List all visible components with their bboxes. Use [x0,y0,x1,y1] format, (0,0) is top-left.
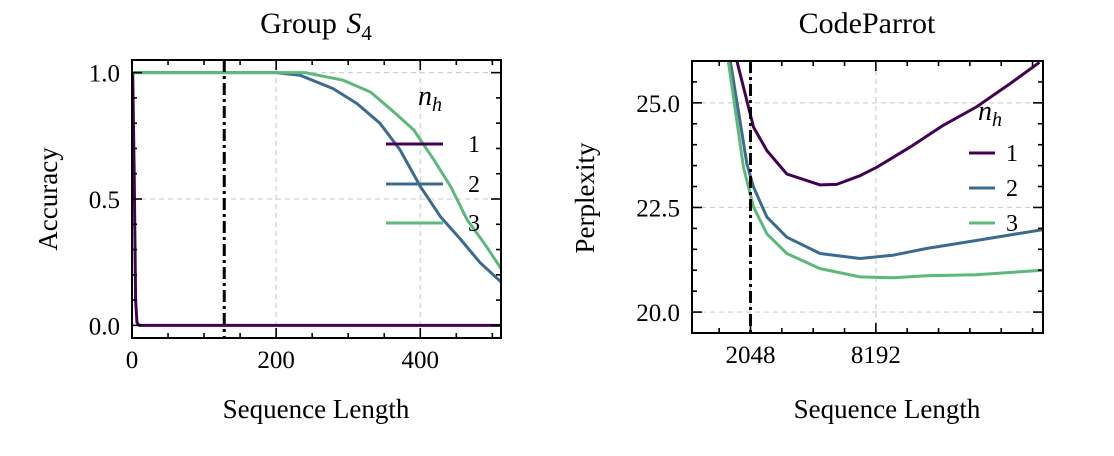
x-tick-label: 2048 [726,342,776,369]
y-tick-label: 1.0 [89,61,120,88]
legend-title: nh [418,81,442,116]
series-line-1 [735,61,1041,187]
chart-title: CodeParrot [799,7,936,40]
x-axis-label: Sequence Length [794,394,981,424]
legend-label-2: 2 [468,172,480,198]
chart-title: Group S4 [260,7,372,45]
legend-title-subscript: h [432,94,442,116]
legend-label-3: 3 [1006,211,1018,237]
x-tick-label: 8192 [851,342,901,369]
legend-label-3: 3 [468,211,480,237]
panel-codeparrot: CodeParrot Sequence Length Perplexity 20… [570,7,1044,424]
y-tick-label: 20.0 [636,300,680,327]
legend-title: nh [978,96,1002,131]
legend-label-2: 2 [1006,176,1018,202]
x-tick-label: 200 [257,347,295,374]
x-tick-label: 400 [402,347,440,374]
y-tick-label: 0.5 [89,187,120,214]
y-tick-label: 25.0 [636,91,680,118]
series-line-3 [132,71,501,270]
title-italic-s: S [346,7,361,40]
y-axis-label: Accuracy [33,147,63,251]
legend-label-1: 1 [1006,141,1018,167]
legend: nh1 2 3 [969,96,1018,237]
y-tick-label: 22.5 [636,195,680,222]
series-group [726,61,1043,333]
title-subscript: 4 [361,21,372,45]
x-axis-label: Sequence Length [223,394,410,424]
y-axis-label: Perplexity [570,142,600,253]
legend-title-subscript: h [992,109,1002,131]
series-line-2 [132,71,501,284]
y-tick-label: 0.0 [89,313,120,340]
legend-label-1: 1 [468,132,480,158]
axes-frame [691,60,1044,334]
panel-group-s4: Group S4 Sequence Length Accuracy 0 200 40… [33,7,502,424]
x-tick-label: 0 [126,347,139,374]
